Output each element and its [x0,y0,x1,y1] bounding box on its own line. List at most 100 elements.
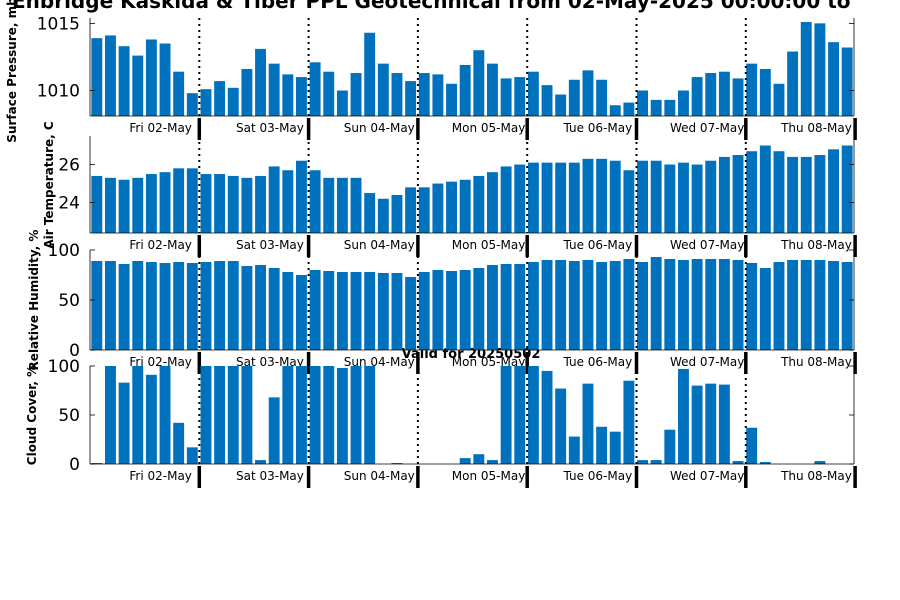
bar [173,168,185,233]
bar [364,193,376,233]
day-label: Tue 06-May [562,469,632,483]
day-label: Thu 08-May [780,121,852,135]
bar [623,380,635,464]
bar [527,366,539,464]
bar [841,145,853,233]
bar [459,64,471,116]
day-label: Fri 02-May [129,355,192,369]
bar [173,71,185,116]
bar [323,71,335,116]
bar [105,177,116,233]
bar [514,77,526,116]
bar [500,78,512,116]
bar [118,46,130,116]
bar [732,155,744,233]
bar [336,367,348,464]
day-label: Thu 08-May [780,355,852,369]
bar [800,156,812,233]
bar [487,172,498,233]
day-label: Wed 07-May [670,121,744,135]
bar [828,42,839,116]
bar [91,38,103,116]
day-label: Thu 08-May [780,238,852,252]
bar [637,90,648,116]
bar [514,164,526,233]
bar [432,74,444,116]
day-label: Tue 06-May [562,238,632,252]
bar [664,99,676,116]
bar [500,366,512,464]
chart-panels: 1010 1015 Fri 02-May Sat 03-May Sun 04-May Mo… [5,0,857,488]
day-label: Mon 05-May [452,238,526,252]
bar [828,261,839,350]
bar [309,62,321,116]
bar [705,73,717,116]
bar [487,63,498,116]
bar [145,39,157,117]
bar [527,71,539,116]
bar [118,264,130,350]
valid-for-label: Valid for 20250502 [402,347,541,362]
day-label: Tue 06-May [562,355,632,369]
bar [596,158,608,233]
day-label: Wed 07-May [670,238,744,252]
bar [691,385,703,464]
bar [405,81,417,116]
bar [473,175,485,233]
bar [214,81,226,116]
bar [664,429,676,464]
day-label: Mon 05-May [452,121,526,135]
bar [405,187,417,233]
y-axis-label: Cloud Cover, % [25,365,39,465]
bar [132,55,144,116]
day-label: Mon 05-May [452,469,526,483]
bar [309,270,321,350]
bar [623,259,635,350]
bar [91,175,103,233]
bar [145,374,157,464]
day-label: Sat 03-May [236,469,304,483]
bar [527,162,539,233]
bar [787,260,799,350]
bar [446,83,457,116]
bar [91,463,103,464]
bar [323,177,335,233]
y-tick-label: 50 [58,406,80,426]
bar [596,262,608,350]
bar [568,261,580,350]
bar [759,268,771,350]
bar [309,170,321,233]
bar [705,383,717,464]
bar [514,264,526,350]
y-tick-label: 0 [69,341,80,361]
bar [336,177,348,233]
bar [418,272,430,350]
bar [568,79,580,116]
bar [609,431,621,464]
day-label: Wed 07-May [670,469,744,483]
bar [296,77,307,116]
y-axis-label: Air Temperature, C [42,121,56,249]
bar [555,162,567,233]
bar [718,156,730,233]
bar [186,93,198,116]
panel-4: 0 50 100 Fri 02-May Sat 03-May Sun 04-May Mon … [25,357,857,488]
bar [814,23,826,116]
bar [459,458,471,464]
bar [664,259,676,350]
bar [105,35,116,117]
bar [759,462,771,464]
bar [200,89,212,116]
bar [746,151,758,233]
day-label: Tue 06-May [562,121,632,135]
bar [541,85,553,116]
bar [186,263,198,350]
day-label: Sun 04-May [344,469,415,483]
bar [214,174,226,233]
bar [541,162,553,233]
bar [446,181,457,233]
day-label: Sat 03-May [236,238,304,252]
panel-1: 1010 1015 Fri 02-May Sat 03-May Sun 04-May Mo… [5,0,857,143]
bar [296,160,307,233]
bar [541,370,553,464]
